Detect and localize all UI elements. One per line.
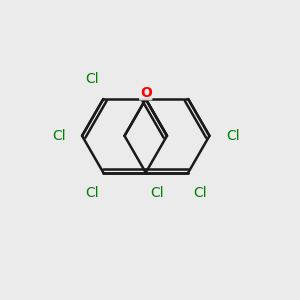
Text: Cl: Cl: [85, 72, 98, 86]
Text: Cl: Cl: [226, 129, 240, 143]
Text: O: O: [140, 86, 152, 100]
Text: Cl: Cl: [85, 186, 98, 200]
Text: Cl: Cl: [193, 186, 207, 200]
Text: Cl: Cl: [52, 129, 65, 143]
Text: Cl: Cl: [151, 186, 164, 200]
